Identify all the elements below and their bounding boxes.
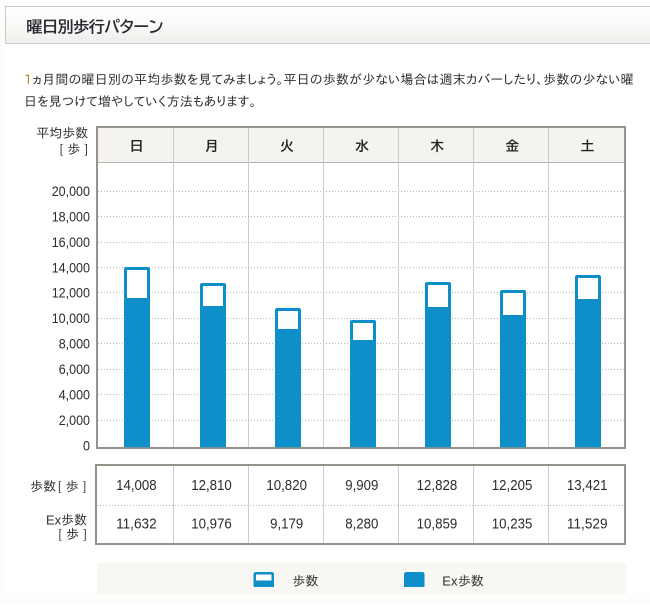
svg-text:Ex: Ex [442,574,458,589]
svg-text:9,909: 9,909 [345,478,378,494]
svg-text:10,820: 10,820 [266,478,307,494]
svg-text:9,179: 9,179 [270,516,303,532]
svg-text:10,000: 10,000 [52,310,90,326]
svg-text:8,280: 8,280 [345,516,378,532]
svg-text:12,205: 12,205 [492,478,533,494]
svg-text:12,828: 12,828 [417,478,458,494]
svg-text:18,000: 18,000 [52,208,90,224]
svg-text:16,000: 16,000 [52,234,90,250]
svg-text:Ex: Ex [46,513,62,528]
svg-text:0: 0 [83,437,90,453]
svg-text:10,859: 10,859 [417,516,458,532]
svg-text:2,000: 2,000 [59,412,90,428]
svg-text:11,632: 11,632 [116,516,157,532]
svg-text:14,000: 14,000 [52,259,90,275]
svg-text:13,421: 13,421 [567,478,608,494]
svg-text:12,810: 12,810 [191,478,232,494]
svg-text:20,000: 20,000 [52,183,90,199]
svg-text:14,008: 14,008 [116,478,157,494]
svg-text:4,000: 4,000 [59,386,90,402]
svg-text:10,235: 10,235 [492,516,533,532]
svg-text:10,976: 10,976 [191,516,232,532]
svg-text:11,529: 11,529 [567,516,608,532]
svg-text:12,000: 12,000 [52,285,90,301]
svg-text:8,000: 8,000 [59,336,90,352]
svg-text:6,000: 6,000 [59,361,90,377]
